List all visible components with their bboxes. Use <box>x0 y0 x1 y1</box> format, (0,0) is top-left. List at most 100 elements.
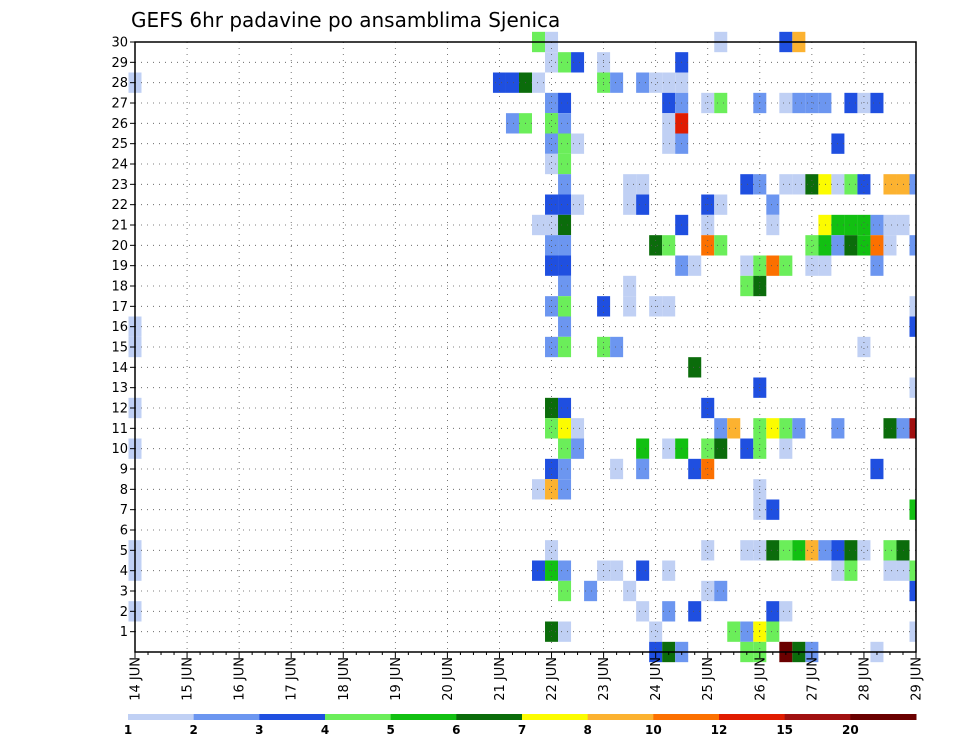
precip-cell <box>610 560 624 581</box>
x-tick-label: 21 JUN <box>493 657 508 701</box>
y-tick-label: 29 <box>111 56 128 71</box>
y-tick-label: 14 <box>111 361 128 376</box>
precip-cell <box>740 275 754 297</box>
precip-cell <box>558 214 572 236</box>
precip-cell <box>545 621 559 642</box>
precip-cell <box>857 336 871 358</box>
precip-cell <box>883 560 897 581</box>
y-tick-label: 21 <box>111 219 128 234</box>
colorbar-segment <box>390 714 457 720</box>
precip-cell <box>636 458 650 480</box>
colorbar-segment <box>128 714 195 720</box>
precip-cell <box>714 580 728 602</box>
precip-cell <box>883 540 897 561</box>
precip-cell <box>870 214 884 236</box>
precip-cell <box>779 255 793 276</box>
precip-cell <box>532 479 546 500</box>
precip-cell <box>909 621 916 642</box>
precip-cell <box>870 92 884 114</box>
precip-cell <box>545 113 559 134</box>
precip-cell <box>740 540 754 561</box>
x-tick-label: 17 JUN <box>285 657 300 701</box>
precip-cell <box>909 174 916 195</box>
y-tick-label: 1 <box>120 625 128 640</box>
precip-cell <box>571 194 585 215</box>
precip-cell <box>766 194 780 215</box>
precip-cell <box>558 194 572 215</box>
colorbar-label: 6 <box>452 723 460 737</box>
precip-cell <box>909 377 916 398</box>
y-tick-label: 18 <box>111 280 128 295</box>
precip-cell <box>558 438 572 459</box>
x-tick-label: 16 JUN <box>233 657 248 701</box>
y-tick-label: 11 <box>111 422 128 437</box>
colorbar-segment <box>653 714 720 720</box>
precip-cell <box>545 418 559 439</box>
y-tick-label: 27 <box>111 97 128 112</box>
precip-cell <box>662 72 676 93</box>
x-tick-label: 23 JUN <box>597 657 612 701</box>
precip-cell <box>818 540 832 561</box>
precip-cell <box>623 275 637 297</box>
precip-cell <box>636 194 650 215</box>
y-tick-label: 8 <box>120 483 128 498</box>
precip-cell <box>740 255 754 276</box>
precip-cell <box>662 133 676 154</box>
precip-cell <box>545 235 559 256</box>
precip-cell <box>857 174 871 195</box>
colorbar-segment <box>850 714 917 720</box>
precip-cell <box>532 214 546 236</box>
precip-cell <box>714 438 728 459</box>
precip-cell <box>662 235 676 256</box>
precip-cell <box>701 214 715 236</box>
precip-cell <box>766 621 780 642</box>
colorbar-segment <box>719 714 786 720</box>
x-tick-label: 26 JUN <box>753 657 768 701</box>
precip-cell <box>857 235 871 256</box>
y-tick-label: 6 <box>120 524 128 539</box>
precip-cell <box>492 72 506 93</box>
precip-cell <box>714 418 728 439</box>
precip-cell <box>558 479 572 500</box>
colorbar-segment <box>193 714 260 720</box>
precip-cell <box>714 194 728 215</box>
colorbar-segment <box>456 714 523 720</box>
y-tick-label: 17 <box>111 300 128 315</box>
precip-cell <box>636 601 650 622</box>
precip-cell <box>649 72 663 93</box>
precip-cell <box>545 153 559 175</box>
precip-cell <box>727 418 741 439</box>
precip-cell <box>558 316 572 337</box>
y-tick-label: 19 <box>111 259 128 274</box>
precip-cell <box>740 174 754 195</box>
precip-cell <box>545 52 559 73</box>
colorbar-label: 10 <box>645 723 662 737</box>
y-tick-label: 9 <box>120 463 128 478</box>
y-tick-label: 24 <box>111 158 128 173</box>
precip-cell <box>505 72 519 93</box>
y-tick-label: 25 <box>111 137 128 152</box>
precip-cell <box>558 255 572 276</box>
precip-cell <box>688 255 702 276</box>
y-tick-label: 28 <box>111 76 128 91</box>
precip-cell <box>571 52 585 73</box>
colorbar-label: 7 <box>518 723 526 737</box>
precip-cell <box>558 418 572 439</box>
precip-cell <box>883 235 897 256</box>
y-tick-label: 12 <box>111 402 128 417</box>
x-tick-label: 20 JUN <box>441 657 456 701</box>
precip-cell <box>558 92 572 114</box>
precip-cell <box>844 560 858 581</box>
precip-cell <box>779 174 793 195</box>
precip-cell <box>870 458 884 480</box>
precip-cell <box>558 296 572 317</box>
x-tick-label: 27 JUN <box>805 657 820 701</box>
precip-cell <box>558 235 572 256</box>
precip-cell <box>909 418 916 439</box>
colorbar-segment <box>259 714 326 720</box>
colorbar-label: 8 <box>583 723 591 737</box>
precip-cell <box>558 153 572 175</box>
precip-cell <box>701 438 715 459</box>
precip-cell <box>662 296 676 317</box>
x-tick-label: 29 JUN <box>910 657 925 701</box>
